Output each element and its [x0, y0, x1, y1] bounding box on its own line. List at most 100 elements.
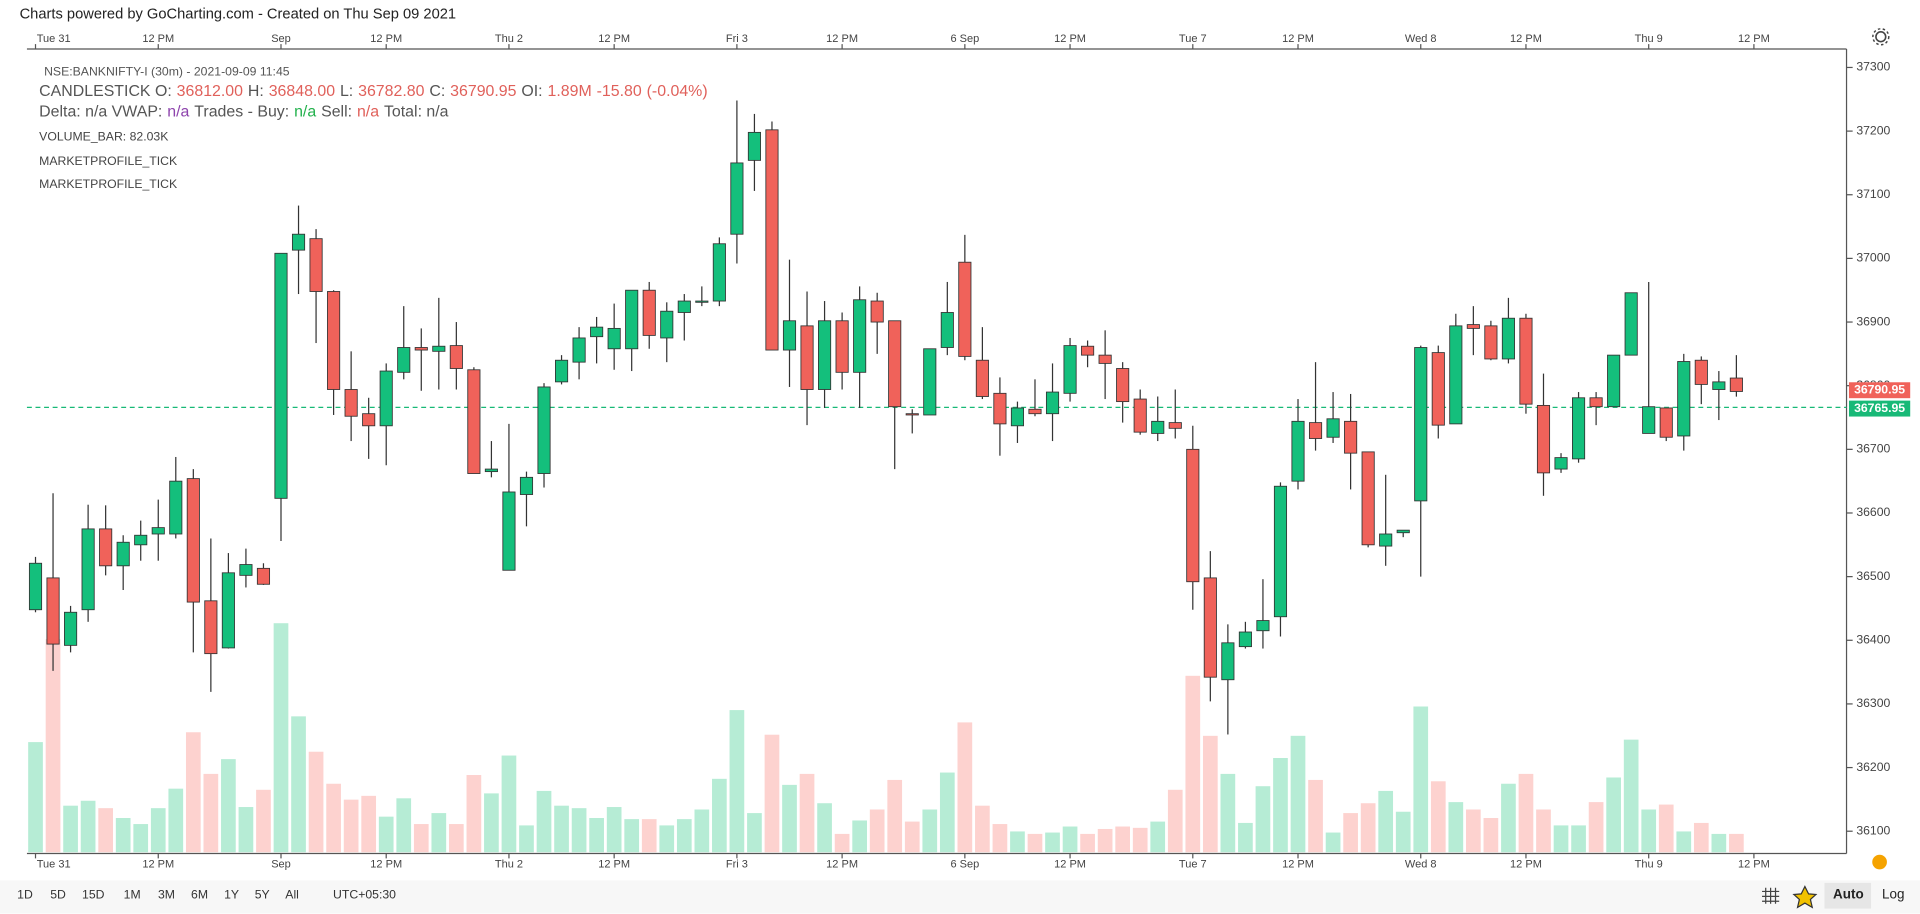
range-button[interactable]: 15D [82, 887, 105, 901]
volume-bar [150, 808, 166, 853]
grid-icon-lines[interactable] [1762, 887, 1780, 904]
candle-body [1256, 620, 1270, 632]
volume-bar [1010, 831, 1025, 853]
y-tick-label: 36100 [1856, 823, 1890, 837]
volume-bar [1711, 833, 1727, 853]
volume-bar [782, 784, 797, 853]
volume-bar [466, 775, 482, 853]
candle-body [1010, 407, 1025, 427]
candle-body [379, 370, 393, 427]
range-button[interactable]: All [285, 887, 299, 901]
scale-mode[interactable]: Auto [1833, 887, 1864, 902]
volume-bar [817, 803, 832, 853]
candle-body [204, 600, 218, 655]
volume-bar [1115, 826, 1131, 853]
volume-bar [80, 800, 96, 853]
volume-bar [1378, 790, 1394, 853]
candle-body [695, 300, 709, 303]
x-tick-label-top: 12 PM [370, 33, 402, 45]
candle-body [1308, 422, 1323, 439]
volume-bar [1132, 827, 1148, 853]
volume-bar [887, 779, 903, 853]
legend-item: 36790.95 [450, 83, 516, 100]
candle-body [1624, 292, 1638, 356]
volume-bar [308, 751, 324, 853]
candle-body [116, 541, 130, 567]
candle-body [256, 567, 271, 585]
candle-body [1501, 317, 1515, 360]
volume-bar [1483, 818, 1499, 853]
candle-body [519, 476, 534, 495]
range-button[interactable]: 5Y [255, 887, 270, 901]
candle-body [1344, 420, 1358, 454]
x-tick-label-top: Wed 8 [1405, 33, 1437, 45]
volume-bar [904, 821, 920, 853]
candle-body [221, 572, 235, 649]
scale-mode[interactable]: Log [1882, 887, 1904, 902]
candle-body [958, 261, 972, 357]
timezone[interactable]: UTC+05:30 [333, 887, 396, 901]
range-button[interactable]: 1M [124, 887, 141, 901]
volume-bar [203, 773, 219, 853]
star-icon[interactable] [1792, 885, 1818, 909]
candle-body [1203, 577, 1217, 678]
price-tag-label: 36790.95 [1854, 382, 1905, 396]
legend-symbol: NSE:BANKNIFTY-I (30m) - 2021-09-09 11:45 [44, 64, 290, 78]
volume-bar [1202, 735, 1218, 853]
volume-bar [1606, 777, 1621, 853]
range-button[interactable]: 1D [17, 887, 33, 901]
volume-bar [764, 734, 780, 853]
x-tick-label-bottom: 12 PM [1054, 858, 1086, 870]
candle-body [344, 389, 358, 417]
legend-line: Delta: n/a VWAP: n/a Trades - Buy: n/a Sell:… [39, 104, 448, 121]
legend-item: -15.80 [597, 83, 642, 100]
candle-body [484, 468, 498, 473]
range-button[interactable]: 3M [158, 887, 175, 901]
legend-item: Total: n/a [384, 104, 449, 121]
volume-bar [571, 808, 587, 853]
volume-bar [256, 789, 271, 853]
candle-body [1081, 345, 1095, 356]
candle-body [1729, 377, 1743, 392]
volume-bar [606, 807, 622, 853]
price-tag-label: 36765.95 [1854, 401, 1905, 415]
candle-body [940, 312, 954, 348]
candle-body [1536, 404, 1551, 474]
volume-bar [1448, 802, 1464, 853]
volume-bar [273, 623, 289, 853]
legend-item: Delta: n/a VWAP: [39, 104, 162, 121]
volume-bar [1308, 779, 1323, 853]
x-tick-label-bottom: 12 PM [598, 858, 630, 870]
volume-bar [291, 716, 306, 853]
range-button[interactable]: 6M [191, 887, 208, 901]
volume-bar [694, 809, 710, 853]
gear-teeth[interactable] [1872, 28, 1890, 46]
x-tick-label-top: 12 PM [1282, 33, 1314, 45]
candle-body [1028, 408, 1042, 415]
y-tick-label: 37000 [1856, 251, 1890, 265]
volume-bar [641, 819, 657, 853]
y-tick-label: 36700 [1856, 442, 1890, 456]
gear[interactable] [1875, 31, 1887, 43]
candle-body [905, 413, 919, 416]
range-button[interactable]: 1Y [224, 887, 239, 901]
volume-bar [676, 819, 692, 853]
volume-bar [975, 805, 990, 853]
settings-icon[interactable] [1872, 28, 1890, 46]
volume-bar [185, 732, 201, 853]
candle-body [239, 564, 253, 576]
candle-body [81, 528, 95, 611]
candle-body [151, 527, 165, 535]
candle-body [1466, 324, 1480, 329]
legend-item: CANDLESTICK O: [39, 83, 172, 100]
candle-body [46, 577, 60, 645]
volume-bar [1553, 825, 1569, 853]
range-button[interactable]: 5D [50, 887, 66, 901]
y-tick-label: 36600 [1856, 505, 1890, 519]
grid-icon[interactable] [1762, 887, 1780, 904]
candle-body [765, 129, 779, 351]
candle-body [28, 562, 43, 611]
volume-bar [1571, 825, 1586, 853]
volume-bar [536, 790, 552, 853]
volume-bar [431, 813, 447, 853]
